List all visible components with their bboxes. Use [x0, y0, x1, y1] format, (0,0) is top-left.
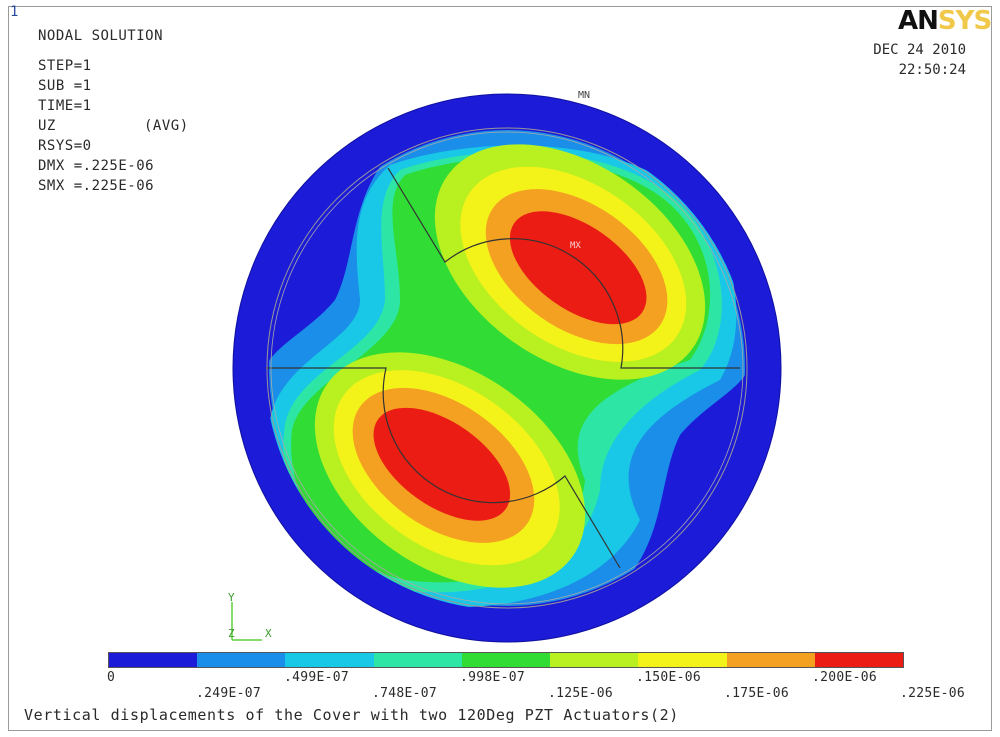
- legend-label-bottom-4: .175E-06: [724, 686, 790, 701]
- min-marker: MN: [578, 90, 590, 101]
- legend-swatch-6: [550, 653, 639, 667]
- lower-lobe: [314, 352, 586, 588]
- legend-label-top-4: .150E-06: [636, 670, 702, 685]
- left-blue-lobe: [264, 160, 385, 368]
- color-legend-bar: [108, 652, 904, 668]
- lower-actuator-outline: [266, 367, 621, 569]
- legend-label-bottom-1: .249E-07: [196, 686, 262, 701]
- disc-edge: [232, 93, 782, 643]
- legend-swatch-9: [814, 653, 903, 667]
- legend-label-bottom-5: .225E-06: [900, 686, 966, 701]
- time-label: TIME=1: [38, 98, 92, 114]
- x-axis-label: X: [265, 627, 272, 640]
- legend-swatch-3: [285, 653, 374, 667]
- legend-swatch-4: [373, 653, 462, 667]
- step-label: STEP=1: [38, 58, 92, 74]
- upper-actuator-outline: [387, 167, 740, 369]
- plot-frame: [8, 6, 992, 731]
- averaging-label: (AVG): [144, 118, 189, 134]
- inner-boundary-2: [270, 131, 744, 605]
- legend-swatch-1: [109, 653, 198, 667]
- sub-label: SUB =1: [38, 78, 92, 94]
- inner-boundary: [266, 127, 748, 609]
- legend-label-top-3: .998E-07: [460, 670, 526, 685]
- upper-lobe-ring-4: [509, 211, 647, 325]
- ansys-logo: ANSYS: [898, 6, 992, 36]
- window-number: 1: [10, 4, 19, 20]
- axis-triad: Y Z X: [228, 591, 272, 641]
- right-blue-lobe: [630, 368, 750, 575]
- legend-label-bottom-3: .125E-06: [548, 686, 614, 701]
- dmx-label: DMX =.225E-06: [38, 158, 155, 174]
- contour-disc: [233, 94, 781, 642]
- date-text: DEC 24 2010: [873, 42, 966, 58]
- nodal-solution-title: NODAL SOLUTION: [38, 28, 164, 44]
- legend-label-top-5: .200E-06: [812, 670, 878, 685]
- legend-label-top-2: .499E-07: [284, 670, 350, 685]
- rsys-label: RSYS=0: [38, 138, 92, 154]
- time-text: 22:50:24: [898, 62, 966, 78]
- max-marker: MX: [570, 241, 581, 251]
- lower-lobe-ring-4: [373, 407, 511, 521]
- legend-label-bottom-2: .748E-07: [372, 686, 438, 701]
- legend-label-top-1: 0: [107, 670, 116, 685]
- y-axis-label: Y: [228, 591, 235, 604]
- plot-caption: Vertical displacements of the Cover with…: [24, 706, 679, 724]
- z-axis-label: Z: [228, 627, 235, 640]
- actuator-outlines: [266, 127, 748, 609]
- upper-lobe: [434, 144, 706, 380]
- legend-swatch-2: [197, 653, 286, 667]
- timestamp: DEC 24 2010 22:50:24: [873, 40, 966, 80]
- legend-swatch-5: [461, 653, 551, 667]
- legend-swatch-8: [726, 653, 815, 667]
- legend-swatch-7: [638, 653, 727, 667]
- smx-label: SMX =.225E-06: [38, 178, 155, 194]
- result-item-label: UZ: [38, 118, 56, 134]
